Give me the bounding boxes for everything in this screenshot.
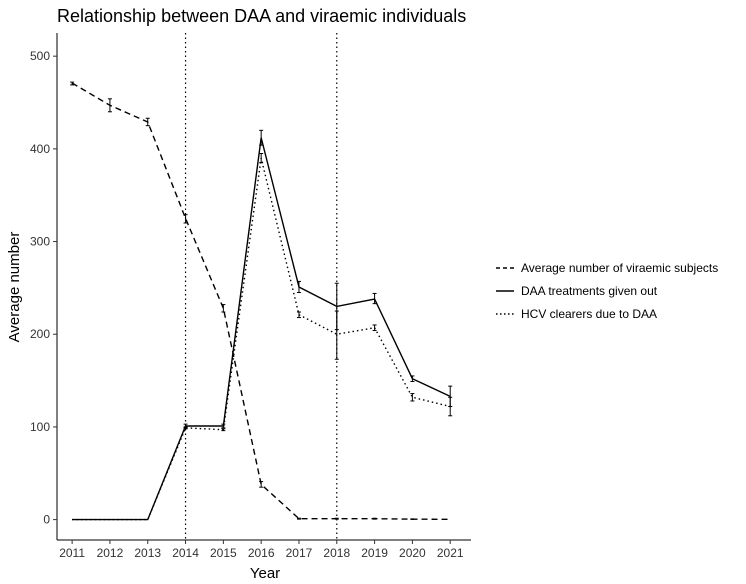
error-bar — [410, 375, 415, 383]
x-tick-label: 2015 — [210, 546, 237, 560]
error-bar — [372, 324, 377, 332]
error-bar — [259, 129, 264, 146]
series-line-1 — [71, 82, 451, 521]
error-bar — [221, 428, 226, 432]
legend-label: DAA treatments given out — [521, 284, 658, 298]
error-bar — [334, 310, 339, 360]
legend-item: HCV clearers due to DAA — [496, 307, 657, 321]
y-tick-label: 200 — [30, 327, 50, 341]
series-line-2 — [72, 137, 451, 521]
error-bar — [410, 518, 415, 520]
plot-area — [70, 33, 453, 540]
error-bar — [107, 98, 112, 113]
error-bar — [259, 152, 264, 164]
legend-label: HCV clearers due to DAA — [521, 307, 657, 321]
error-bar — [334, 517, 339, 520]
legend-item: DAA treatments given out — [496, 284, 658, 298]
error-bar — [410, 393, 415, 402]
x-tick-label: 2018 — [323, 546, 350, 560]
error-bar — [448, 396, 453, 417]
x-tick-label: 2016 — [248, 546, 275, 560]
error-bar — [296, 517, 301, 520]
y-tick-label: 500 — [30, 49, 50, 63]
error-bar — [372, 292, 377, 305]
legend-label: Average number of viraemic subjects — [521, 261, 718, 275]
x-tick-label: 2019 — [361, 546, 388, 560]
y-tick-label: 0 — [43, 513, 50, 527]
error-bar — [145, 117, 150, 127]
error-bar — [221, 304, 226, 313]
error-bar — [296, 280, 301, 294]
y-tick-label: 400 — [30, 142, 50, 156]
y-axis-title: Average number — [6, 232, 23, 343]
chart-title: Relationship between DAA and viraemic in… — [57, 6, 466, 26]
x-axis-title: Year — [250, 565, 280, 582]
error-bar — [259, 481, 264, 488]
error-bar — [183, 426, 188, 430]
error-bar — [183, 214, 188, 224]
y-tick-label: 100 — [30, 420, 50, 434]
error-bar — [372, 517, 377, 520]
legend: Average number of viraemic subjects DAA t… — [496, 261, 718, 321]
legend-item: Average number of viraemic subjects — [496, 261, 718, 275]
x-tick-label: 2011 — [59, 546, 85, 560]
x-tick-label: 2021 — [437, 546, 464, 560]
y-tick-label: 300 — [30, 235, 50, 249]
x-tick-label: 2014 — [172, 546, 199, 560]
x-tick-label: 2017 — [286, 546, 313, 560]
x-tick-label: 2013 — [134, 546, 161, 560]
x-tick-label: 2012 — [97, 546, 124, 560]
axes: 0 100 200 300 400 500 2011 2012 2013 2014 2015 2016… — [30, 33, 471, 560]
error-bar — [296, 311, 301, 319]
x-tick-label: 2020 — [399, 546, 426, 560]
error-bar — [70, 81, 75, 86]
